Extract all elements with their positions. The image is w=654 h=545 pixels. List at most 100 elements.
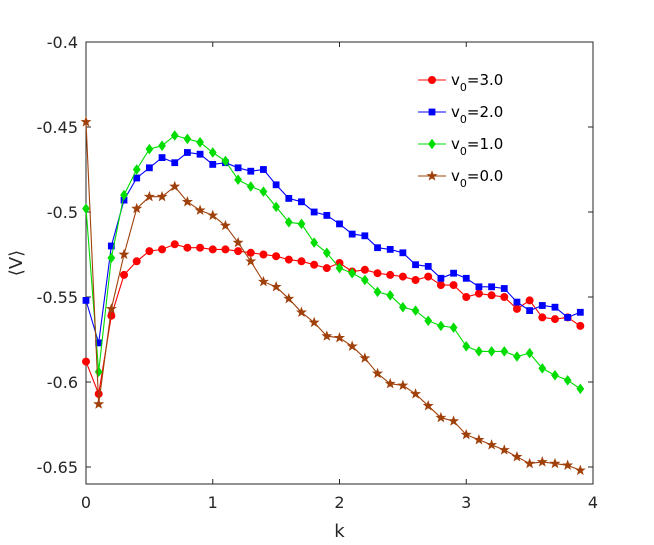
x-tick-label: 2 bbox=[334, 493, 344, 512]
data-point bbox=[297, 218, 306, 230]
y-axis-label: ⟨V⟩ bbox=[6, 250, 27, 276]
data-point bbox=[360, 265, 369, 274]
data-point bbox=[284, 216, 293, 228]
data-point bbox=[183, 133, 192, 145]
data-point bbox=[334, 332, 345, 343]
data-point bbox=[120, 189, 128, 201]
data-point bbox=[272, 252, 281, 261]
data-point bbox=[473, 434, 485, 445]
legend-label-sub: 0 bbox=[460, 113, 467, 126]
legend-label-value: =2.0 bbox=[467, 103, 503, 121]
data-point bbox=[143, 190, 155, 202]
data-point bbox=[221, 245, 230, 254]
data-point bbox=[284, 255, 293, 264]
axis-ticks: 0 1 2 3 4 -0.65 -0.6 -0.55 -0.5 -0.45 -0.4 bbox=[37, 33, 599, 512]
data-point bbox=[524, 457, 536, 469]
y-tick-label: -0.4 bbox=[47, 33, 78, 52]
data-point bbox=[245, 255, 257, 266]
data-point bbox=[488, 283, 496, 291]
data-point bbox=[295, 306, 307, 317]
legend-label: v0=2.0 bbox=[451, 103, 503, 126]
data-point bbox=[107, 242, 115, 250]
data-point bbox=[398, 272, 407, 281]
data-point bbox=[283, 292, 295, 304]
data-point bbox=[397, 379, 409, 391]
data-point bbox=[348, 230, 356, 238]
data-point bbox=[462, 292, 471, 301]
data-point bbox=[448, 415, 460, 426]
data-point bbox=[194, 204, 206, 215]
data-point bbox=[475, 283, 483, 291]
data-point bbox=[563, 375, 572, 386]
data-point bbox=[270, 281, 282, 292]
data-point bbox=[145, 247, 154, 256]
data-point bbox=[564, 313, 572, 321]
data-point bbox=[158, 245, 167, 254]
data-point bbox=[196, 150, 204, 158]
data-point bbox=[500, 346, 509, 357]
data-point bbox=[145, 164, 153, 172]
legend-label-value: =0.0 bbox=[467, 167, 503, 185]
legend-label-main: v bbox=[451, 71, 460, 89]
data-point bbox=[475, 346, 483, 357]
data-point bbox=[207, 209, 219, 221]
data-point bbox=[460, 428, 472, 440]
data-point bbox=[132, 164, 141, 175]
legend-label-value: =1.0 bbox=[467, 135, 503, 153]
data-point bbox=[171, 159, 179, 167]
data-point bbox=[551, 303, 559, 311]
data-point bbox=[82, 203, 90, 214]
data-point bbox=[169, 180, 181, 192]
data-point bbox=[384, 377, 396, 389]
data-point bbox=[462, 274, 470, 282]
series-line bbox=[85, 243, 581, 396]
series-3 bbox=[80, 116, 586, 476]
data-point bbox=[310, 260, 319, 269]
data-point bbox=[412, 261, 419, 269]
data-point bbox=[500, 292, 509, 301]
data-point bbox=[93, 398, 105, 409]
data-point bbox=[386, 245, 394, 253]
data-point bbox=[411, 305, 420, 316]
x-tick-label: 1 bbox=[208, 493, 218, 512]
legend-entry: v0=3.0 bbox=[418, 71, 503, 94]
data-point bbox=[181, 196, 193, 207]
data-point bbox=[538, 302, 546, 309]
data-point bbox=[156, 190, 168, 202]
data-point bbox=[196, 243, 205, 252]
legend-label: v0=1.0 bbox=[451, 135, 503, 158]
data-point bbox=[462, 341, 471, 352]
data-point bbox=[373, 286, 382, 298]
data-point bbox=[576, 383, 585, 395]
data-point bbox=[247, 167, 255, 175]
data-point bbox=[322, 247, 331, 259]
data-point bbox=[410, 388, 422, 399]
legend: v0=3.0v0=2.0v0=1.0v0=0.0 bbox=[418, 71, 503, 190]
data-point bbox=[437, 274, 445, 282]
data-point bbox=[424, 272, 433, 281]
data-point bbox=[308, 316, 320, 328]
data-point bbox=[219, 219, 231, 231]
y-tick-label: -0.65 bbox=[37, 458, 78, 477]
data-point bbox=[474, 289, 483, 298]
data-point bbox=[576, 308, 584, 316]
data-point bbox=[272, 201, 281, 213]
data-point bbox=[359, 352, 371, 363]
data-point bbox=[398, 301, 407, 313]
data-point bbox=[158, 140, 166, 151]
data-point bbox=[120, 270, 129, 279]
data-point bbox=[424, 315, 433, 327]
legend-entry: v0=0.0 bbox=[418, 167, 503, 190]
data-point bbox=[170, 240, 179, 249]
data-point bbox=[234, 247, 243, 256]
data-point bbox=[551, 369, 559, 381]
y-tick-label: -0.55 bbox=[37, 288, 78, 307]
y-tick-label: -0.45 bbox=[37, 118, 78, 137]
data-point bbox=[373, 269, 382, 278]
data-point bbox=[298, 198, 305, 206]
data-point bbox=[260, 166, 267, 173]
data-point bbox=[525, 296, 534, 305]
series-line bbox=[85, 151, 581, 344]
data-point bbox=[131, 202, 143, 214]
data-point bbox=[94, 366, 103, 378]
